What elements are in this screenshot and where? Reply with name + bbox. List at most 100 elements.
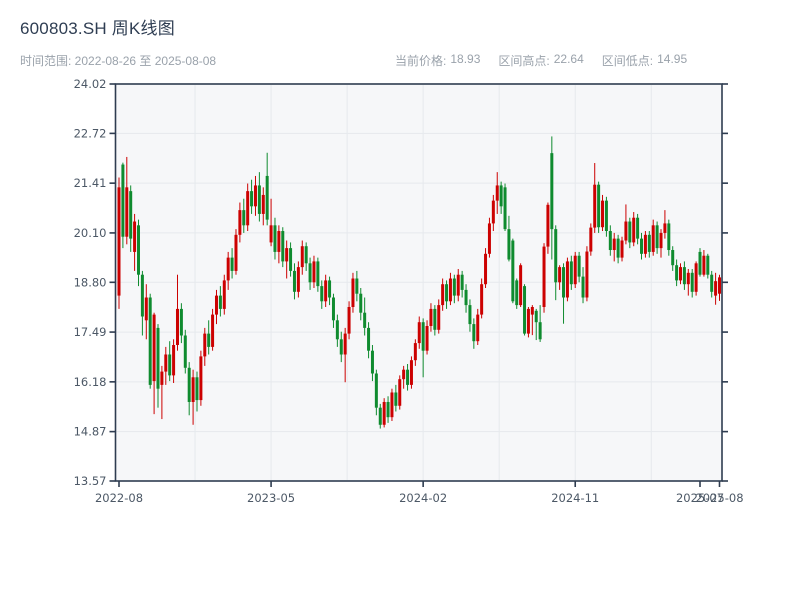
candle (187, 362, 191, 416)
time-range-label: 时间范围: 2022-08-26 至 2025-08-08 (20, 54, 217, 68)
candle (289, 242, 293, 277)
candle (417, 316, 421, 349)
candle (452, 274, 456, 304)
stat-range-high: 区间高点: 22.64 (498, 52, 583, 69)
candle (632, 212, 636, 247)
candle (511, 238, 515, 304)
x-tick-label: 2022-08 (95, 491, 143, 505)
candle (351, 272, 355, 313)
candle (324, 274, 328, 308)
candle (604, 196, 608, 237)
candle (667, 219, 671, 256)
candle (612, 232, 616, 262)
x-tick-label: 2025-08 (695, 491, 743, 505)
candle (242, 198, 246, 233)
candle (359, 288, 363, 321)
candle (558, 265, 562, 290)
candle (175, 274, 179, 351)
candle (433, 305, 437, 336)
candle (573, 251, 577, 289)
candle (367, 322, 371, 359)
candle (620, 236, 624, 262)
candle (581, 267, 585, 304)
candle (476, 308, 480, 345)
candle (156, 324, 160, 408)
candle (710, 270, 714, 298)
x-tick-label: 2023-05 (247, 491, 295, 505)
candle (222, 274, 226, 315)
y-tick-label: 20.10 (74, 226, 107, 240)
candle (647, 231, 651, 258)
candle (144, 284, 148, 340)
candle (117, 177, 121, 309)
candle (160, 365, 164, 420)
candle (480, 278, 484, 319)
candle (421, 318, 425, 378)
candle (460, 270, 464, 298)
candle (441, 278, 445, 311)
x-tick-label: 2024-11 (551, 491, 599, 505)
candle (484, 248, 488, 289)
candle (562, 263, 566, 324)
candle (199, 350, 203, 406)
candle (121, 162, 125, 249)
stat-label: 区间低点: (601, 54, 654, 68)
candle (538, 305, 542, 342)
candle (296, 261, 300, 298)
candle (554, 225, 558, 301)
candle (679, 263, 683, 285)
candle (265, 152, 269, 226)
candle (651, 219, 655, 256)
candle (331, 293, 335, 328)
candle (464, 284, 468, 313)
candle (390, 388, 394, 421)
candle (608, 225, 612, 256)
candle (343, 327, 347, 383)
y-tick-label: 21.41 (74, 176, 107, 190)
candle (261, 187, 265, 226)
candle (702, 250, 706, 277)
candle (671, 246, 675, 271)
candle (234, 229, 238, 275)
candle (320, 280, 324, 309)
candle (203, 327, 207, 366)
candle (370, 344, 374, 382)
candle (495, 172, 499, 214)
candle (273, 217, 277, 260)
candle (698, 248, 702, 277)
x-tick-label: 2024-02 (399, 491, 447, 505)
price-stats: 当前价格: 18.93 区间高点: 22.64 区间低点: 14.95 (395, 52, 687, 69)
candle (523, 284, 527, 336)
candle (445, 280, 449, 309)
candle (363, 297, 367, 336)
candle (129, 185, 133, 252)
candle (714, 272, 718, 305)
candle (628, 217, 632, 249)
candle (168, 341, 172, 382)
candle (472, 318, 476, 349)
candle (550, 136, 554, 260)
x-axis: 2022-08 2023-05 2024-02 2024-11 2025-072025-… (95, 481, 744, 505)
candle (682, 261, 686, 290)
candle (304, 242, 308, 271)
candle (195, 371, 199, 412)
y-tick-label: 13.57 (74, 474, 107, 488)
candle (253, 175, 257, 216)
candle (140, 270, 144, 336)
candle (394, 384, 398, 412)
y-tick-label: 18.80 (74, 275, 107, 289)
candle (655, 221, 659, 254)
candle (507, 215, 511, 262)
candle (211, 308, 215, 351)
candle (136, 219, 140, 287)
candle (238, 202, 242, 243)
candle (675, 259, 679, 287)
candle (659, 229, 663, 258)
candle (718, 274, 721, 301)
candle (585, 246, 589, 302)
candle (312, 255, 316, 289)
candle (172, 339, 176, 383)
